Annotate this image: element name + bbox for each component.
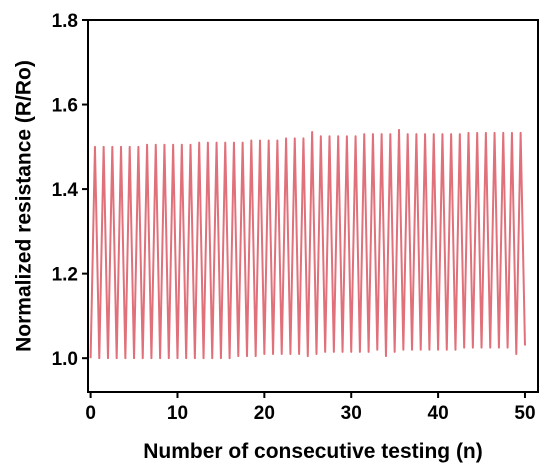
x-axis-title: Number of consecutive testing (n) <box>143 440 483 463</box>
plot-frame <box>87 19 539 393</box>
x-tick-label: 0 <box>85 403 96 424</box>
x-tick-label: 20 <box>254 403 275 424</box>
x-tick-label: 10 <box>167 403 188 424</box>
x-tick-label: 50 <box>514 403 535 424</box>
y-tick-label: 1.8 <box>52 11 78 32</box>
x-tick-label: 40 <box>428 403 449 424</box>
y-tick-label: 1.2 <box>52 265 78 286</box>
x-tick-label: 30 <box>341 403 362 424</box>
y-axis-title: Normalized resistance (R/Ro) <box>13 60 36 352</box>
y-tick-label: 1.6 <box>52 96 78 117</box>
y-axis: 1.0 1.2 1.4 1.6 1.8 <box>52 11 88 370</box>
plot-layer <box>89 128 526 360</box>
x-axis: 0 10 20 30 40 50 <box>85 392 536 424</box>
series-line-0 <box>89 128 526 360</box>
y-tick-label: 1.0 <box>52 349 78 370</box>
y-tick-label: 1.4 <box>52 180 79 201</box>
